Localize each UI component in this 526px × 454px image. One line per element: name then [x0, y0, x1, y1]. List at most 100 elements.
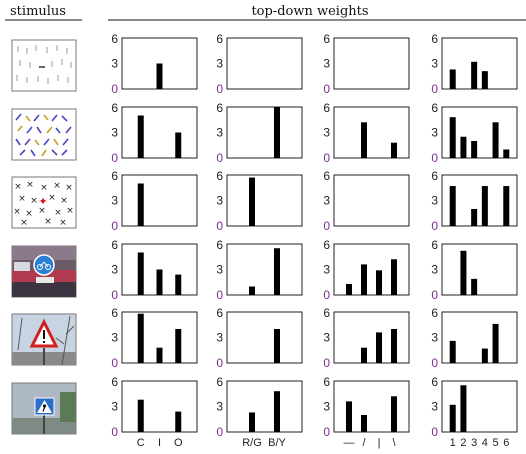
y-tick-label: 6	[111, 32, 118, 46]
y-tick-label: 6	[323, 101, 330, 115]
y-tick-label: 6	[111, 238, 118, 252]
y-tick-label: 6	[323, 375, 330, 389]
svg-text:✦: ✦	[38, 195, 47, 208]
y-tick-label: 6	[111, 306, 118, 320]
y-tick-label: 6	[431, 32, 438, 46]
y-tick-label: 3	[216, 57, 223, 71]
stimulus-header: stimulus	[10, 4, 66, 19]
y-tick-label: 3	[111, 331, 118, 345]
svg-text:×: ×	[13, 207, 21, 217]
y-tick-label: 6	[111, 375, 118, 389]
category-label: 1	[450, 437, 456, 449]
y-tick-label: 0	[323, 82, 330, 96]
bar	[346, 401, 352, 432]
bar	[274, 391, 280, 432]
category-label: 2	[460, 437, 466, 449]
svg-text:×: ×	[59, 218, 67, 228]
category-label: /	[362, 437, 366, 449]
y-tick-label: 0	[111, 151, 118, 165]
category-label: \	[392, 437, 396, 449]
y-tick-label: 6	[111, 169, 118, 183]
y-tick-label: 6	[216, 169, 223, 183]
stimulus-thumb-bike-sign	[11, 245, 77, 298]
y-tick-label: 6	[431, 238, 438, 252]
svg-text:×: ×	[65, 183, 73, 193]
y-tick-label: 6	[216, 375, 223, 389]
bar	[137, 115, 144, 158]
bar	[249, 177, 255, 226]
bar	[471, 61, 478, 89]
y-tick-label: 0	[216, 425, 223, 439]
category-label: C	[137, 437, 145, 449]
y-tick-label: 3	[323, 194, 330, 208]
category-label: I	[158, 437, 161, 449]
bar	[460, 136, 467, 158]
bar	[391, 396, 397, 432]
y-tick-label: 3	[216, 263, 223, 277]
plot-frame	[441, 311, 518, 364]
bar	[137, 183, 144, 226]
y-tick-label: 3	[111, 400, 118, 414]
bar	[274, 248, 280, 295]
y-tick-label: 6	[323, 32, 330, 46]
bar	[361, 347, 367, 363]
y-tick-label: 0	[216, 288, 223, 302]
bar	[449, 69, 456, 89]
category-label: R/G	[242, 437, 262, 449]
bar	[274, 329, 280, 363]
y-tick-label: 3	[323, 263, 330, 277]
y-tick-label: 3	[323, 331, 330, 345]
category-label: —	[344, 437, 355, 449]
y-tick-label: 3	[111, 194, 118, 208]
bar	[503, 186, 510, 226]
bar	[481, 71, 488, 89]
y-tick-label: 0	[431, 425, 438, 439]
bar	[460, 250, 467, 295]
category-label: 3	[471, 437, 477, 449]
category-label: |	[378, 437, 381, 449]
y-tick-label: 0	[431, 288, 438, 302]
bar	[156, 347, 163, 363]
stimulus-thumb-warning-sign	[11, 313, 77, 366]
y-tick-label: 0	[323, 356, 330, 370]
y-tick-label: 0	[216, 219, 223, 233]
svg-text:×: ×	[53, 181, 61, 191]
y-tick-label: 6	[216, 32, 223, 46]
y-tick-label: 3	[111, 57, 118, 71]
svg-text:×: ×	[18, 194, 26, 204]
plot-frame	[121, 380, 198, 433]
bar	[460, 385, 467, 432]
bar	[376, 332, 382, 363]
y-tick-label: 3	[216, 126, 223, 140]
bar	[249, 412, 255, 432]
bar	[346, 283, 352, 295]
bar	[391, 259, 397, 295]
plot-frame	[333, 380, 410, 433]
svg-text:×: ×	[25, 209, 33, 219]
plot-frame	[226, 37, 303, 90]
y-tick-label: 0	[111, 82, 118, 96]
svg-text:×: ×	[40, 183, 48, 193]
plot-frame	[226, 106, 303, 159]
weights-header: top-down weights	[251, 4, 368, 19]
y-tick-label: 3	[216, 400, 223, 414]
y-tick-label: 3	[111, 126, 118, 140]
bar	[361, 415, 367, 432]
bar	[361, 122, 367, 158]
svg-text:×: ×	[30, 196, 38, 206]
y-tick-label: 0	[431, 356, 438, 370]
plot-frame	[226, 380, 303, 433]
bar	[481, 186, 488, 226]
y-tick-label: 6	[431, 306, 438, 320]
bar	[492, 122, 499, 158]
plot-frame	[121, 106, 198, 159]
bar	[156, 269, 163, 295]
plot-frame	[441, 243, 518, 296]
bar	[274, 107, 280, 158]
bar	[249, 286, 255, 295]
plot-frame	[333, 243, 410, 296]
svg-text:×: ×	[44, 217, 52, 227]
y-tick-label: 0	[216, 356, 223, 370]
category-label: O	[174, 437, 183, 449]
stimulus-thumb-colored-bars	[11, 108, 77, 161]
